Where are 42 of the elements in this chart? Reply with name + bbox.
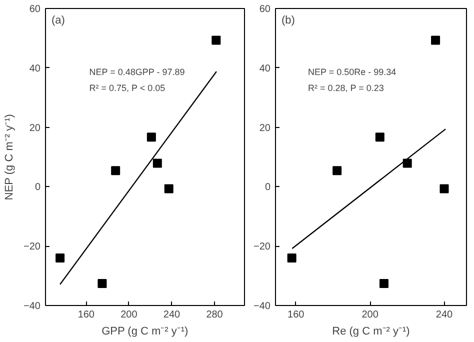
- x-tick-label: 200: [120, 310, 138, 320]
- y-tick-label: 60: [29, 4, 41, 15]
- x-axis-title: GPP (g C m⁻² y⁻¹): [102, 326, 188, 338]
- point: [440, 184, 449, 194]
- point: [332, 166, 342, 176]
- x-tick-label: 240: [436, 310, 454, 320]
- point: [379, 279, 388, 288]
- annotation: NEP = 0.50Re - 99.34: [308, 66, 396, 77]
- x-tick-label: 160: [288, 310, 305, 320]
- x-tick-label: 280: [206, 310, 224, 320]
- annotation: R² = 0.28, P = 0.23: [308, 83, 384, 94]
- y-tick-label: −40: [24, 301, 41, 312]
- x-tick-label: 240: [163, 310, 181, 320]
- point: [402, 158, 412, 168]
- point: [146, 132, 156, 142]
- x-tick-label: 200: [362, 310, 379, 320]
- text: (b): [282, 14, 295, 26]
- point: [212, 36, 221, 45]
- annotation: NEP = 0.48GPP - 97.89: [89, 66, 185, 77]
- y-tick-label: 0: [34, 182, 41, 194]
- annotation: R² = 0.75, P < 0.05: [89, 83, 166, 94]
- text: (a): [52, 14, 65, 26]
- y-axis-title: NEP (g C m⁻² y⁻¹): [4, 114, 16, 200]
- y-tick-label: 20: [29, 122, 41, 134]
- point: [152, 158, 162, 168]
- x-tick-label: 160: [78, 310, 95, 320]
- y-tick-label: 40: [259, 63, 271, 74]
- y-tick-label: 0: [264, 182, 271, 194]
- y-tick-label: −40: [254, 301, 271, 312]
- point: [375, 132, 384, 142]
- y-tick-label: 60: [259, 4, 271, 15]
- point: [98, 279, 107, 288]
- x-axis-title: Re (g C m⁻² y⁻¹): [332, 326, 410, 338]
- point: [111, 166, 120, 176]
- y-tick-label: −20: [24, 242, 41, 253]
- point: [287, 253, 296, 262]
- y-tick-label: 20: [259, 122, 271, 134]
- point: [431, 36, 440, 45]
- y-tick-label: 40: [29, 63, 41, 74]
- y-tick-label: −20: [254, 242, 271, 253]
- point: [164, 184, 174, 194]
- point: [56, 253, 65, 262]
